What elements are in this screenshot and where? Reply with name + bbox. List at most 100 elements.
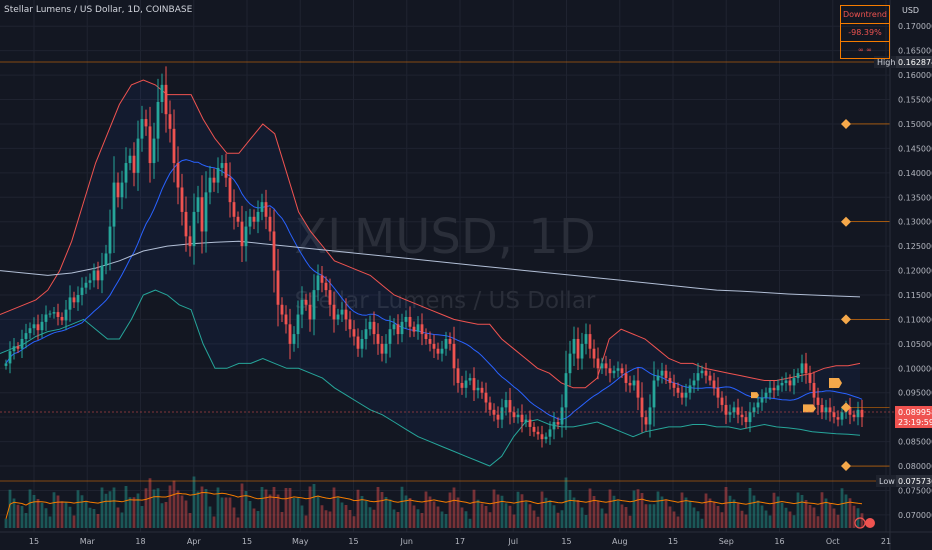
currency-label[interactable]: USD bbox=[902, 6, 920, 15]
long-moving-average-line bbox=[0, 240, 861, 298]
candle-body bbox=[204, 192, 208, 232]
volume-bar bbox=[356, 489, 360, 528]
candle-body bbox=[688, 385, 692, 393]
volume-bar bbox=[200, 486, 204, 528]
volume-bar bbox=[788, 511, 792, 528]
volume-bar bbox=[608, 489, 612, 528]
volume-bar bbox=[704, 493, 708, 528]
candle-body bbox=[164, 84, 168, 115]
volume-bars bbox=[4, 476, 864, 528]
volume-bar bbox=[540, 491, 544, 528]
candle-body bbox=[64, 309, 68, 321]
candle-body bbox=[432, 343, 436, 349]
volume-bar bbox=[216, 487, 220, 528]
candle-body bbox=[732, 407, 736, 413]
signal-flag-marker bbox=[829, 377, 842, 388]
volume-bar bbox=[172, 480, 176, 528]
volume-bar bbox=[816, 516, 820, 528]
volume-bar bbox=[776, 496, 780, 528]
candle-body bbox=[760, 397, 764, 403]
flag-icon[interactable] bbox=[865, 518, 875, 528]
candle-body bbox=[796, 373, 800, 379]
volume-bar bbox=[520, 494, 524, 528]
candle-body bbox=[380, 343, 384, 354]
candle-body bbox=[56, 312, 60, 317]
candle-body bbox=[16, 346, 20, 349]
volume-bar bbox=[88, 507, 92, 528]
high-label-bg bbox=[874, 56, 896, 68]
volume-bar bbox=[116, 507, 120, 528]
bollinger-band-fill bbox=[0, 80, 860, 466]
low-label-bg bbox=[876, 475, 896, 487]
volume-bar bbox=[32, 495, 36, 528]
volume-bar bbox=[144, 488, 148, 528]
trend-change: -98.39% bbox=[841, 24, 889, 42]
volume-bar bbox=[716, 506, 720, 528]
volume-bar bbox=[344, 505, 348, 528]
volume-bar bbox=[568, 490, 572, 528]
high-value: 0.162874 bbox=[898, 58, 932, 67]
volume-bar bbox=[692, 507, 696, 528]
volume-bar bbox=[352, 516, 356, 528]
candle-body bbox=[812, 382, 816, 398]
candle-body bbox=[228, 177, 232, 203]
volume-bar bbox=[564, 477, 568, 528]
candle-body bbox=[364, 329, 368, 339]
volume-bar bbox=[548, 500, 552, 528]
low-label: Low bbox=[879, 477, 895, 486]
volume-bar bbox=[412, 505, 416, 528]
volume-bar bbox=[812, 507, 816, 528]
candle-body bbox=[568, 353, 572, 374]
candle-body bbox=[356, 336, 360, 349]
candle-body bbox=[252, 216, 256, 222]
volume-bar bbox=[780, 502, 784, 528]
candle-body bbox=[72, 297, 76, 303]
volume-bar bbox=[148, 478, 152, 528]
volume-bar bbox=[712, 502, 716, 528]
level-marker-diamond bbox=[841, 216, 851, 227]
signal-flag-marker bbox=[751, 392, 759, 399]
volume-bar bbox=[656, 491, 660, 528]
volume-bar bbox=[380, 492, 384, 528]
volume-bar bbox=[348, 510, 352, 528]
candle-body bbox=[740, 414, 744, 418]
candle-body bbox=[776, 385, 780, 391]
volume-bar bbox=[336, 497, 340, 528]
candle-body bbox=[556, 422, 560, 425]
time-axis[interactable]: 15 Mar 18 Apr 15 May 15 Jun 17 Jul 15 Aug 15 Sep 16 Oct… bbox=[0, 531, 932, 546]
volume-bar bbox=[652, 504, 656, 528]
candle-body bbox=[712, 380, 716, 388]
volume-bar bbox=[212, 516, 216, 528]
candle-body bbox=[20, 338, 24, 349]
candle-body bbox=[720, 397, 724, 405]
candle-body bbox=[44, 314, 48, 322]
time-tick-label: Apr bbox=[187, 537, 202, 546]
candle-body bbox=[744, 417, 748, 423]
volume-bar bbox=[488, 512, 492, 528]
volume-bar bbox=[836, 514, 840, 528]
candle-body bbox=[596, 358, 600, 369]
candle-body bbox=[508, 400, 512, 413]
level-marker-diamond bbox=[841, 402, 851, 413]
candle-body bbox=[224, 163, 228, 178]
candle-body bbox=[80, 287, 84, 295]
volume-bar bbox=[360, 496, 364, 528]
candle-body bbox=[664, 370, 668, 379]
volume-bar bbox=[308, 486, 312, 528]
volume-bar bbox=[756, 500, 760, 528]
candle-body bbox=[424, 334, 428, 339]
volume-bar bbox=[160, 503, 164, 528]
candle-body bbox=[36, 324, 40, 331]
volume-bar bbox=[552, 505, 556, 528]
alert-icon[interactable] bbox=[854, 517, 866, 529]
volume-bar bbox=[8, 489, 12, 528]
candle-body bbox=[176, 163, 180, 188]
volume-bar bbox=[748, 488, 752, 528]
settings-icons[interactable] bbox=[854, 517, 875, 529]
volume-bar bbox=[516, 491, 520, 528]
volume-bar bbox=[660, 496, 664, 528]
